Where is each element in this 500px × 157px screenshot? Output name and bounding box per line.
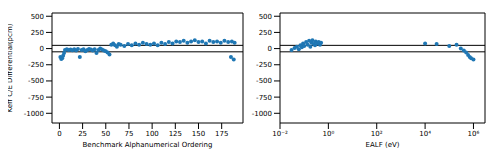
svg-text:10⁻²: 10⁻² [272, 130, 288, 138]
svg-text:-1000: -1000 [252, 110, 272, 118]
svg-text:500: 500 [31, 13, 44, 21]
svg-text:10⁰: 10⁰ [323, 130, 335, 138]
svg-text:Benchmark Alphanumerical Order: Benchmark Alphanumerical Ordering [83, 141, 213, 149]
svg-text:-750: -750 [256, 94, 272, 102]
svg-text:175: 175 [215, 130, 228, 138]
svg-text:25: 25 [78, 130, 87, 138]
svg-text:250: 250 [31, 29, 44, 37]
svg-text:100: 100 [145, 130, 158, 138]
svg-text:-250: -250 [28, 61, 44, 69]
svg-text:10⁶: 10⁶ [468, 130, 480, 138]
svg-text:0: 0 [40, 45, 44, 53]
svg-text:50: 50 [101, 130, 110, 138]
svg-text:Keff C/E Differential(pcm): Keff C/E Differential(pcm) [8, 23, 14, 112]
svg-text:-500: -500 [28, 77, 44, 85]
svg-text:75: 75 [124, 130, 133, 138]
svg-text:-1000: -1000 [24, 110, 44, 118]
svg-text:-750: -750 [28, 94, 44, 102]
svg-text:0: 0 [268, 45, 272, 53]
svg-text:500: 500 [259, 13, 272, 21]
svg-text:0: 0 [57, 130, 61, 138]
svg-text:250: 250 [259, 29, 272, 37]
svg-text:EALF (eV): EALF (eV) [366, 141, 400, 149]
svg-text:-250: -250 [256, 61, 272, 69]
svg-text:125: 125 [169, 130, 182, 138]
svg-text:10⁴: 10⁴ [419, 130, 431, 138]
svg-text:10²: 10² [371, 130, 383, 138]
svg-text:150: 150 [192, 130, 205, 138]
svg-text:-500: -500 [256, 77, 272, 85]
